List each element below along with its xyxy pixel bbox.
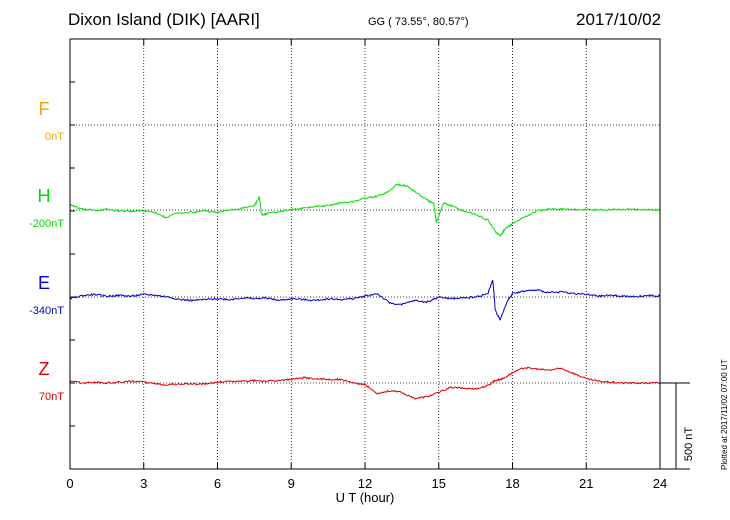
plot-frame	[69, 38, 661, 470]
grid-lines	[70, 39, 660, 469]
date-label: 2017/10/02	[576, 10, 662, 29]
series-e-line	[69, 279, 661, 321]
component-name-e: E	[38, 273, 50, 293]
x-tick-label: 18	[505, 476, 519, 491]
component-baseline-f: 0nT	[45, 131, 64, 143]
x-axis-label: U T (hour)	[336, 490, 395, 505]
x-tick-label: 3	[140, 476, 147, 491]
series-z-line	[69, 366, 661, 400]
plotted-timestamp: Plotted at 2017/11/02 07:00 UT	[720, 359, 729, 470]
scale-bar: 500 nT	[660, 382, 695, 470]
component-labels: F 0nT H -200nT E -340nT Z 70nT	[29, 99, 64, 403]
x-tick-label: 15	[432, 476, 446, 491]
x-tick-label: 0	[66, 476, 73, 491]
component-name-z: Z	[39, 359, 50, 379]
component-baseline-e: -340nT	[29, 305, 64, 317]
scale-bar-label: 500 nT	[683, 427, 695, 462]
x-tick-label: 21	[579, 476, 593, 491]
station-title: Dixon Island (DIK) [AARI]	[68, 10, 260, 29]
series-group	[69, 183, 661, 400]
component-baseline-h: -200nT	[29, 218, 64, 230]
x-tick-label: 9	[288, 476, 295, 491]
x-tick-label: 6	[214, 476, 221, 491]
x-axis-ticks: 0 3 6 9 12 15 18 21 24	[66, 39, 667, 491]
geo-coordinates: GG ( 73.55°, 80.57°)	[368, 16, 469, 28]
component-name-h: H	[38, 186, 51, 206]
component-name-f: F	[39, 99, 50, 119]
series-h-line	[69, 183, 661, 237]
x-tick-label: 24	[653, 476, 667, 491]
component-baseline-z: 70nT	[39, 391, 64, 403]
x-tick-label: 12	[358, 476, 372, 491]
